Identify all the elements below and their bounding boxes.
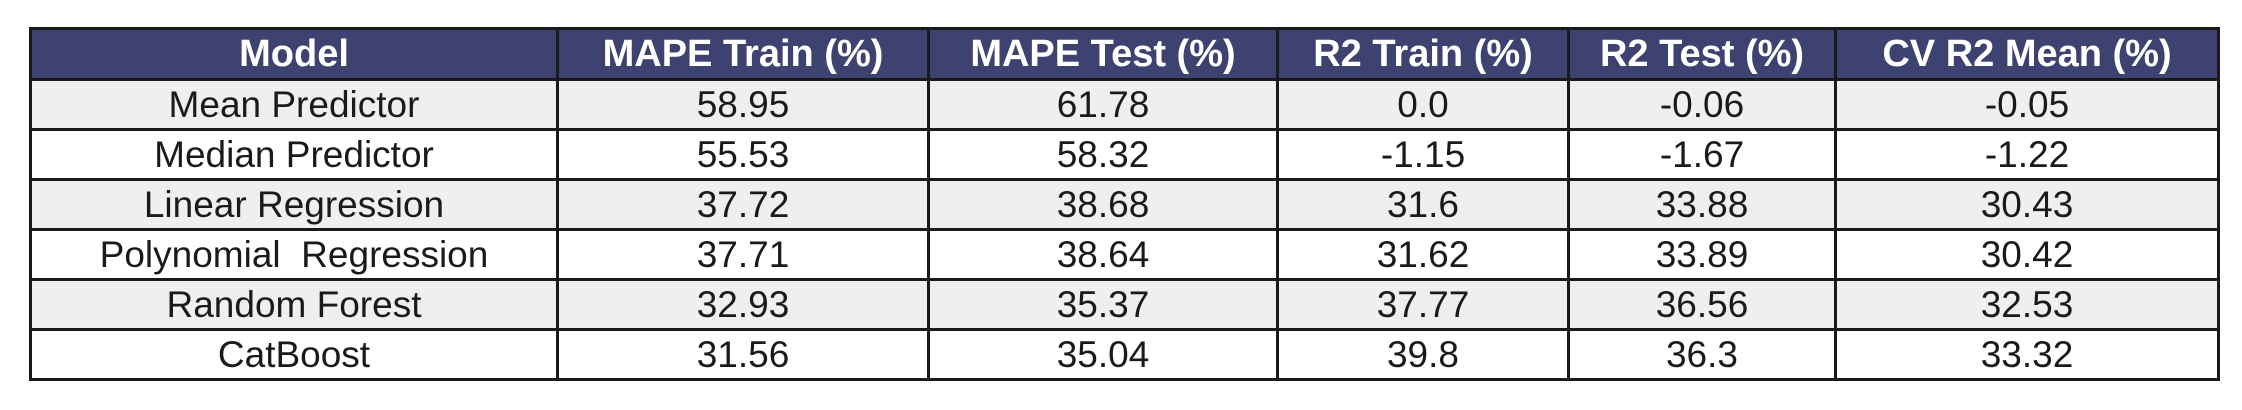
cell-model: Linear Regression <box>29 178 559 231</box>
table-row: Linear Regression 37.72 38.68 31.6 33.88 30.4… <box>29 178 2220 231</box>
cell-mape-test: 38.68 <box>927 178 1279 231</box>
cell-model: CatBoost <box>29 328 559 381</box>
cell-model: Polynomial Regression <box>29 228 559 281</box>
results-table: Model MAPE Train (%) MAPE Test (%) R2 Train… <box>29 27 2220 381</box>
cell-model: Random Forest <box>29 278 559 331</box>
cell-r2-train: 31.62 <box>1276 228 1570 281</box>
cell-cv-r2-mean: 32.53 <box>1834 278 2220 331</box>
cell-r2-test: 33.88 <box>1567 178 1837 231</box>
cell-cv-r2-mean: -0.05 <box>1834 78 2220 131</box>
cell-mape-train: 37.71 <box>556 228 930 281</box>
column-header-r2-test: R2 Test (%) <box>1567 27 1837 81</box>
cell-mape-train: 55.53 <box>556 128 930 181</box>
cell-r2-train: 39.8 <box>1276 328 1570 381</box>
header-row: Model MAPE Train (%) MAPE Test (%) R2 Train… <box>29 27 2220 81</box>
cell-r2-test: 33.89 <box>1567 228 1837 281</box>
cell-model: Median Predictor <box>29 128 559 181</box>
table-row: Polynomial Regression 37.71 38.64 31.62 33.8… <box>29 228 2220 281</box>
cell-cv-r2-mean: 30.42 <box>1834 228 2220 281</box>
cell-r2-train: -1.15 <box>1276 128 1570 181</box>
column-header-cv-r2-mean: CV R2 Mean (%) <box>1834 27 2220 81</box>
table-header: Model MAPE Train (%) MAPE Test (%) R2 Train… <box>29 27 2220 81</box>
cell-mape-train: 37.72 <box>556 178 930 231</box>
cell-cv-r2-mean: -1.22 <box>1834 128 2220 181</box>
column-header-r2-train: R2 Train (%) <box>1276 27 1570 81</box>
cell-mape-train: 32.93 <box>556 278 930 331</box>
cell-cv-r2-mean: 33.32 <box>1834 328 2220 381</box>
cell-mape-test: 35.37 <box>927 278 1279 331</box>
table-row: CatBoost 31.56 35.04 39.8 36.3 33.32 <box>29 328 2220 381</box>
column-header-mape-test: MAPE Test (%) <box>927 27 1279 81</box>
cell-model: Mean Predictor <box>29 78 559 131</box>
table-row: Random Forest 32.93 35.37 37.77 36.56 32.53 <box>29 278 2220 331</box>
cell-mape-test: 61.78 <box>927 78 1279 131</box>
cell-mape-test: 35.04 <box>927 328 1279 381</box>
cell-mape-train: 58.95 <box>556 78 930 131</box>
column-header-model: Model <box>29 27 559 81</box>
cell-r2-test: -0.06 <box>1567 78 1837 131</box>
cell-r2-test: 36.3 <box>1567 328 1837 381</box>
table-body: Mean Predictor 58.95 61.78 0.0 -0.06 -0.05 Med… <box>29 78 2220 381</box>
cell-r2-test: 36.56 <box>1567 278 1837 331</box>
table-row: Mean Predictor 58.95 61.78 0.0 -0.06 -0.05 <box>29 78 2220 131</box>
cell-cv-r2-mean: 30.43 <box>1834 178 2220 231</box>
cell-r2-train: 0.0 <box>1276 78 1570 131</box>
cell-mape-test: 58.32 <box>927 128 1279 181</box>
cell-mape-train: 31.56 <box>556 328 930 381</box>
cell-r2-test: -1.67 <box>1567 128 1837 181</box>
cell-mape-test: 38.64 <box>927 228 1279 281</box>
cell-r2-train: 37.77 <box>1276 278 1570 331</box>
cell-r2-train: 31.6 <box>1276 178 1570 231</box>
table-row: Median Predictor 55.53 58.32 -1.15 -1.67 -1.2… <box>29 128 2220 181</box>
column-header-mape-train: MAPE Train (%) <box>556 27 930 81</box>
